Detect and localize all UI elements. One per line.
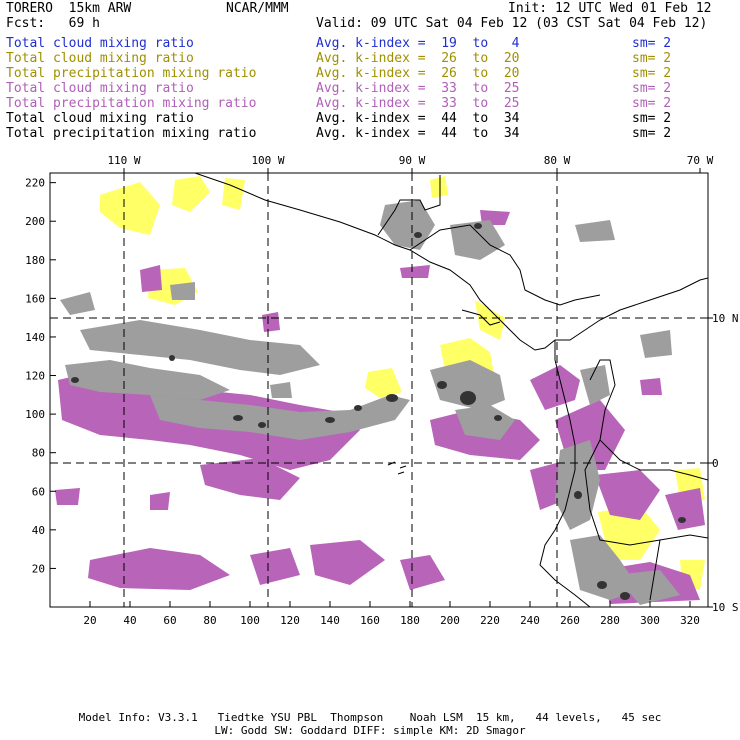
y-tick-label: 40 <box>32 524 45 537</box>
init-time: Init: 12 UTC Wed 01 Feb 12 <box>508 1 712 16</box>
y-tick-label: 140 <box>25 331 45 344</box>
legend-kindex: Avg. k-index = 26 to 20 <box>316 66 520 81</box>
x-tick-label: 100 <box>240 614 260 627</box>
y-tick-label: 200 <box>25 215 45 228</box>
y-tick-label: 120 <box>25 370 45 383</box>
y-tick-label: 220 <box>25 177 45 190</box>
legend-smoothing: sm= 2 <box>632 96 672 111</box>
x-tick-label: 140 <box>320 614 340 627</box>
x-tick-label: 300 <box>640 614 660 627</box>
x-tick-label: 320 <box>680 614 700 627</box>
plot-frame <box>49 172 709 608</box>
legend-smoothing: sm= 2 <box>632 81 672 96</box>
lon-label: 70 W <box>687 154 714 167</box>
legend-kindex: Avg. k-index = 44 to 34 <box>316 111 520 126</box>
axis-ticks <box>50 168 713 608</box>
x-tick-label: 40 <box>123 614 136 627</box>
legend-smoothing: sm= 2 <box>632 111 672 126</box>
dark-cores <box>71 223 686 600</box>
y-tick-label: 180 <box>25 254 45 267</box>
legend-kindex: Avg. k-index = 33 to 25 <box>316 81 520 96</box>
x-tick-label: 220 <box>480 614 500 627</box>
x-tick-label: 260 <box>560 614 580 627</box>
y-tick-label: 20 <box>32 562 45 575</box>
legend-field: Total cloud mixing ratio <box>6 81 194 96</box>
lon-label: 90 W <box>399 154 426 167</box>
y-tick-label: 80 <box>32 447 45 460</box>
legend-field: Total cloud mixing ratio <box>6 51 194 66</box>
x-tick-label: 20 <box>83 614 96 627</box>
legend-field: Total cloud mixing ratio <box>6 111 194 126</box>
lat-label: 0 <box>712 457 719 470</box>
y-tick-label: 100 <box>25 408 45 421</box>
valid-time: Valid: 09 UTC Sat 04 Feb 12 (03 CST Sat … <box>316 16 708 31</box>
legend-smoothing: sm= 2 <box>632 36 672 51</box>
model-info-line: Model Info: V3.3.1 Tiedtke YSU PBL Thomp… <box>78 711 662 724</box>
legend-kindex: Avg. k-index = 33 to 25 <box>316 96 520 111</box>
model-title: TORERO 15km ARW <box>6 1 132 16</box>
legend-smoothing: sm= 2 <box>632 51 672 66</box>
x-tick-label: 280 <box>600 614 620 627</box>
coastlines <box>194 173 708 607</box>
x-tick-label: 180 <box>400 614 420 627</box>
x-tick-label: 240 <box>520 614 540 627</box>
center-label: NCAR/MMM <box>226 1 289 16</box>
legend-field: Total precipitation mixing ratio <box>6 66 257 81</box>
y-tick-label: 60 <box>32 485 45 498</box>
legend-field: Total precipitation mixing ratio <box>6 126 257 141</box>
lat-label: 10 S <box>712 601 739 614</box>
legend-smoothing: sm= 2 <box>632 66 672 81</box>
legend-field: Total precipitation mixing ratio <box>6 96 257 111</box>
lon-label: 100 W <box>251 154 284 167</box>
legend-kindex: Avg. k-index = 26 to 20 <box>316 51 520 66</box>
x-tick-label: 120 <box>280 614 300 627</box>
x-tick-label: 80 <box>203 614 216 627</box>
lat-lon-grid <box>50 173 708 607</box>
lat-label: 10 N <box>712 312 739 325</box>
y-tick-label: 160 <box>25 292 45 305</box>
axis-tick-labels: 20 40 60 80 100 120 140 160 180 200 220 240 260 280 30… <box>25 154 738 627</box>
physics-info-line: LW: Godd SW: Goddard DIFF: simple KM: 2D… <box>214 724 526 737</box>
forecast-hour: Fcst: 69 h <box>6 16 100 31</box>
legend-smoothing: sm= 2 <box>632 126 672 141</box>
map-fields <box>55 173 708 607</box>
legend-kindex: Avg. k-index = 44 to 34 <box>316 126 520 141</box>
x-tick-label: 160 <box>360 614 380 627</box>
lon-label: 80 W <box>544 154 571 167</box>
x-tick-label: 60 <box>163 614 176 627</box>
legend-kindex: Avg. k-index = 19 to 4 <box>316 36 520 51</box>
legend-field: Total cloud mixing ratio <box>6 36 194 51</box>
lon-label: 110 W <box>107 154 140 167</box>
x-tick-label: 200 <box>440 614 460 627</box>
